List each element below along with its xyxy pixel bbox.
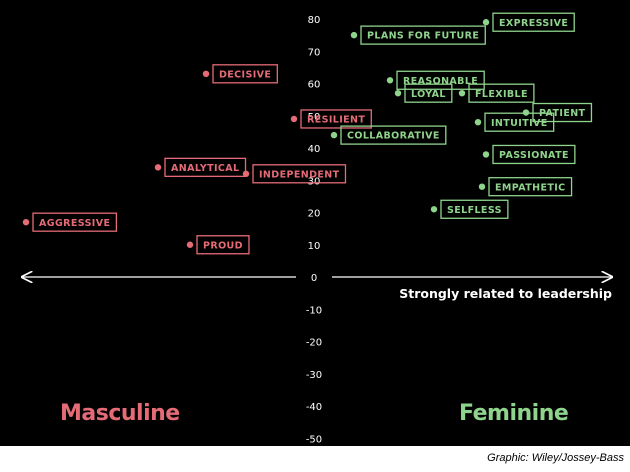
- point-label-box: [340, 125, 447, 145]
- point-marker: [22, 218, 30, 226]
- point-analytical: ANALYTICAL: [154, 157, 247, 178]
- point-marker: [394, 89, 402, 97]
- y-tick-label: -30: [306, 370, 322, 381]
- point-label-box: [488, 177, 573, 197]
- point-independent: INDEPENDENT: [242, 164, 347, 184]
- y-tick-label: -40: [306, 402, 322, 413]
- point-marker: [242, 170, 250, 177]
- point-label-box: [532, 102, 593, 123]
- point-marker: [522, 109, 530, 116]
- point-marker: [482, 151, 490, 158]
- point-resilient: RESILIENT: [290, 109, 372, 129]
- point-expressive: EXPRESSIVE: [482, 12, 575, 32]
- y-tick-label: 70: [308, 47, 321, 58]
- point-label-box: [492, 144, 576, 165]
- point-label-box: [300, 109, 372, 129]
- y-tick-label: 50: [308, 112, 321, 123]
- point-marker: [350, 31, 358, 39]
- point-marker: [290, 115, 298, 123]
- point-label: PLANS FOR FUTURE: [367, 31, 479, 42]
- point-marker: [202, 70, 210, 78]
- point-label: PASSIONATE: [499, 150, 569, 161]
- point-label-box: [196, 235, 250, 255]
- y-tick-label: 20: [308, 209, 321, 220]
- point-selfless: SELFLESS: [430, 199, 509, 219]
- point-marker: [458, 89, 466, 97]
- point-label-box: [360, 25, 486, 45]
- point-marker: [154, 164, 162, 171]
- point-label-box: [440, 199, 509, 219]
- point-label-box: [492, 12, 575, 32]
- y-tick-label: 60: [308, 80, 321, 91]
- point-intuitive: INTUITIVE: [474, 112, 555, 132]
- x-axis-caption: Strongly related to leadership: [399, 286, 612, 301]
- point-label: INTUITIVE: [491, 118, 548, 129]
- y-tick-label: 0: [311, 273, 317, 284]
- point-label: EXPRESSIVE: [499, 18, 568, 29]
- point-label: FLEXIBLE: [475, 89, 528, 100]
- feminine-group-label: Feminine: [459, 401, 569, 426]
- point-label-box: [252, 164, 347, 184]
- point-marker: [474, 119, 482, 126]
- point-decisive: DECISIVE: [202, 64, 278, 84]
- point-aggressive: AGGRESSIVE: [22, 212, 118, 232]
- point-marker: [478, 183, 486, 190]
- point-marker: [386, 77, 394, 84]
- point-marker: [482, 19, 490, 26]
- point-passionate: PASSIONATE: [482, 144, 576, 165]
- point-marker: [186, 241, 194, 248]
- y-tick-label: 40: [308, 144, 321, 155]
- point-label-box: [468, 83, 535, 103]
- point-label-box: [396, 70, 485, 90]
- point-proud: PROUD: [186, 235, 250, 255]
- point-reasonable: REASONABLE: [386, 70, 485, 90]
- point-label: DECISIVE: [219, 69, 271, 80]
- point-label: PROUD: [203, 240, 243, 251]
- y-tick-label: -20: [306, 338, 322, 349]
- point-label-box: [404, 83, 453, 103]
- y-tick-label: -10: [306, 305, 322, 316]
- y-tick-label: -50: [306, 434, 322, 445]
- masculine-group-label: Masculine: [60, 401, 180, 426]
- point-marker: [430, 206, 438, 213]
- point-label-box: [164, 157, 247, 178]
- graphic-credit: Graphic: Wiley/Jossey-Bass: [487, 452, 624, 464]
- point-loyal: LOYAL: [394, 83, 453, 103]
- point-label-box: [212, 64, 278, 84]
- point-label: AGGRESSIVE: [39, 218, 110, 229]
- point-plans-for-future: PLANS FOR FUTURE: [350, 25, 486, 45]
- point-label: COLLABORATIVE: [347, 131, 440, 142]
- point-label-box: [32, 212, 118, 232]
- point-label: SELFLESS: [447, 205, 502, 216]
- y-tick-label: 30: [308, 176, 321, 187]
- y-tick-label: 80: [308, 15, 321, 26]
- point-collaborative: COLLABORATIVE: [330, 125, 447, 145]
- point-label-box: [484, 112, 555, 132]
- point-empathetic: EMPATHETIC: [478, 177, 573, 197]
- point-marker: [330, 131, 338, 139]
- point-label: LOYAL: [411, 89, 446, 100]
- point-label: EMPATHETIC: [495, 182, 566, 193]
- point-label: REASONABLE: [403, 76, 478, 87]
- point-label: INDEPENDENT: [259, 169, 340, 180]
- point-label: ANALYTICAL: [171, 163, 240, 174]
- point-flexible: FLEXIBLE: [458, 83, 535, 103]
- scatter-chart: 80 70 60 50 40 30 20 10 0 -10 -20 -30 -40 -50 DECISIV…: [0, 12, 630, 445]
- point-label: RESILIENT: [307, 115, 365, 126]
- y-tick-label: 10: [308, 241, 321, 252]
- point-patient: PATIENT: [522, 102, 593, 123]
- chart-panel: 80 70 60 50 40 30 20 10 0 -10 -20 -30 -40 -50 DECISIV…: [0, 0, 630, 446]
- point-label: PATIENT: [539, 108, 586, 119]
